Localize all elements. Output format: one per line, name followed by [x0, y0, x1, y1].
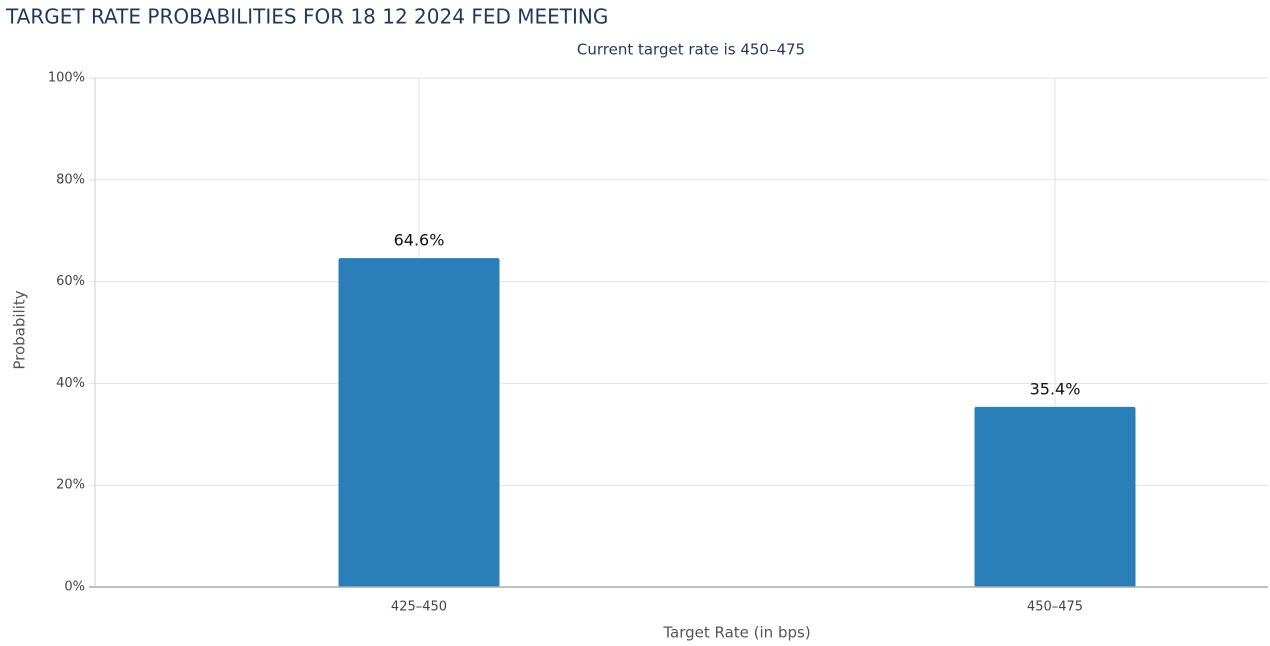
y-tick-label: 20%: [56, 478, 85, 493]
bar: [974, 406, 1136, 587]
y-tick-label: 0%: [64, 580, 85, 595]
y-tick-label: 100%: [48, 71, 85, 86]
y-tick-label: 80%: [56, 172, 85, 187]
x-tick-label: 425–450: [391, 600, 447, 615]
bar: [338, 258, 500, 587]
data-label: 64.6%: [394, 231, 445, 250]
y-axis-title: Probability: [11, 290, 29, 369]
x-tick-label: 450–475: [1027, 600, 1083, 615]
chart-subtitle: Current target rate is 450–475: [577, 41, 805, 59]
data-label: 35.4%: [1030, 379, 1081, 398]
chart-title: TARGET RATE PROBABILITIES FOR 18 12 2024…: [5, 5, 608, 29]
x-axis-title: Target Rate (in bps): [662, 624, 810, 642]
y-tick-label: 60%: [56, 274, 85, 289]
y-tick-label: 40%: [56, 376, 85, 391]
